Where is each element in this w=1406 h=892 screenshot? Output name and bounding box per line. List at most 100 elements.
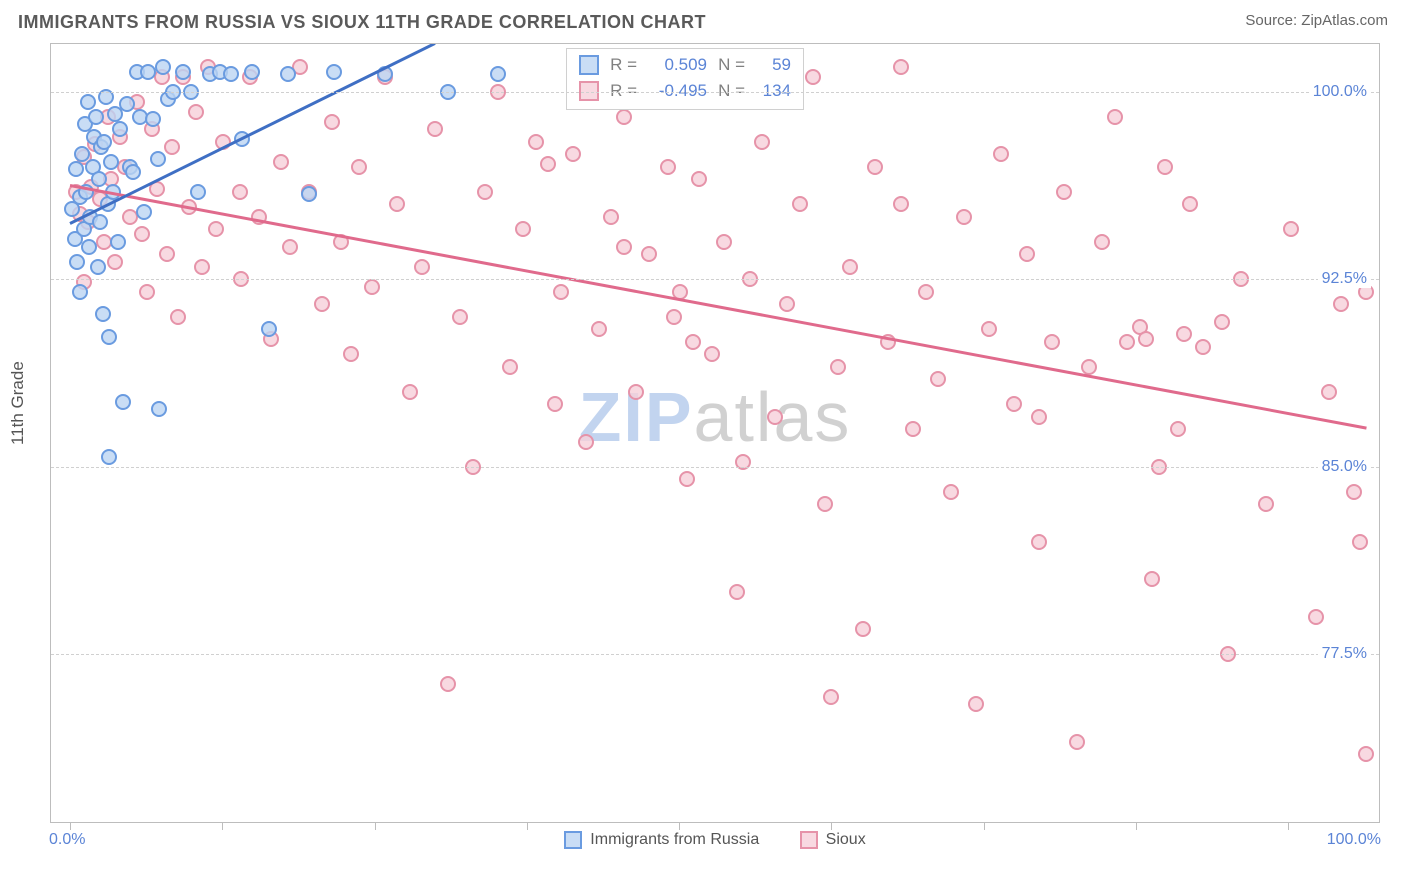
legend-r-label: R =: [609, 52, 637, 78]
scatter-point-b: [343, 346, 359, 362]
scatter-point-a: [145, 111, 161, 127]
legend-n-value-a: 59: [755, 52, 791, 78]
scatter-point-b: [1195, 339, 1211, 355]
scatter-point-b: [1081, 359, 1097, 375]
scatter-point-b: [314, 296, 330, 312]
scatter-point-b: [364, 279, 380, 295]
scatter-point-a: [91, 171, 107, 187]
scatter-point-b: [968, 696, 984, 712]
scatter-point-a: [103, 154, 119, 170]
scatter-point-a: [244, 64, 260, 80]
scatter-point-b: [1031, 534, 1047, 550]
scatter-point-b: [943, 484, 959, 500]
source-attribution: Source: ZipAtlas.com: [1245, 12, 1388, 29]
y-tick-label: 85.0%: [1318, 458, 1371, 476]
scatter-point-a: [88, 109, 104, 125]
scatter-point-b: [273, 154, 289, 170]
bottom-legend-b: Sioux: [800, 831, 866, 849]
scatter-point-b: [1214, 314, 1230, 330]
scatter-point-b: [1056, 184, 1072, 200]
scatter-point-b: [603, 209, 619, 225]
scatter-point-a: [92, 214, 108, 230]
scatter-point-a: [155, 59, 171, 75]
legend-r-value-a: 0.509: [647, 52, 707, 78]
scatter-point-b: [282, 239, 298, 255]
scatter-point-a: [150, 151, 166, 167]
scatter-point-b: [565, 146, 581, 162]
scatter-point-a: [101, 329, 117, 345]
scatter-point-b: [855, 621, 871, 637]
scatter-point-b: [1283, 221, 1299, 237]
scatter-point-b: [930, 371, 946, 387]
scatter-point-b: [893, 196, 909, 212]
scatter-point-a: [112, 121, 128, 137]
scatter-point-b: [1157, 159, 1173, 175]
scatter-point-b: [679, 471, 695, 487]
scatter-point-b: [1170, 421, 1186, 437]
scatter-point-b: [1019, 246, 1035, 262]
scatter-point-b: [547, 396, 563, 412]
scatter-point-b: [660, 159, 676, 175]
scatter-point-b: [107, 254, 123, 270]
scatter-point-a: [115, 394, 131, 410]
scatter-point-b: [1352, 534, 1368, 550]
scatter-point-b: [502, 359, 518, 375]
scatter-point-a: [190, 184, 206, 200]
legend-n-label: N =: [717, 52, 745, 78]
gridline-h: [51, 279, 1379, 280]
x-tick: [70, 822, 71, 830]
scatter-point-b: [792, 196, 808, 212]
scatter-point-b: [1006, 396, 1022, 412]
scatter-point-b: [1119, 334, 1135, 350]
gridline-h: [51, 467, 1379, 468]
scatter-point-b: [1333, 296, 1349, 312]
scatter-point-a: [72, 284, 88, 300]
scatter-point-a: [101, 449, 117, 465]
scatter-point-b: [616, 109, 632, 125]
scatter-point-a: [90, 259, 106, 275]
series-b-name: Sioux: [826, 831, 866, 849]
scatter-point-b: [1144, 571, 1160, 587]
x-tick: [984, 822, 985, 830]
x-tick: [679, 822, 680, 830]
scatter-point-a: [490, 66, 506, 82]
scatter-point-b: [805, 69, 821, 85]
scatter-point-b: [830, 359, 846, 375]
scatter-point-b: [628, 384, 644, 400]
scatter-point-b: [1107, 109, 1123, 125]
y-axis-label: 11th Grade: [8, 361, 28, 445]
legend-row-series-a: R = 0.509 N = 59: [579, 52, 791, 78]
scatter-point-b: [1358, 746, 1374, 762]
scatter-point-b: [993, 146, 1009, 162]
scatter-point-a: [151, 401, 167, 417]
plot-surface: ZIPatlas: [51, 44, 1379, 822]
scatter-point-b: [389, 196, 405, 212]
scatter-point-b: [188, 104, 204, 120]
x-tick: [375, 822, 376, 830]
scatter-point-b: [691, 171, 707, 187]
gridline-h: [51, 92, 1379, 93]
scatter-point-b: [1044, 334, 1060, 350]
scatter-point-b: [918, 284, 934, 300]
scatter-point-b: [1176, 326, 1192, 342]
scatter-point-a: [326, 64, 342, 80]
scatter-point-b: [1321, 384, 1337, 400]
scatter-point-a: [110, 234, 126, 250]
scatter-point-a: [95, 306, 111, 322]
scatter-point-b: [842, 259, 858, 275]
scatter-point-b: [440, 676, 456, 692]
scatter-point-a: [81, 239, 97, 255]
scatter-point-b: [779, 296, 795, 312]
scatter-point-b: [402, 384, 418, 400]
scatter-point-b: [351, 159, 367, 175]
scatter-point-b: [477, 184, 493, 200]
y-tick-label: 100.0%: [1309, 83, 1371, 101]
scatter-point-b: [553, 284, 569, 300]
scatter-point-b: [159, 246, 175, 262]
scatter-point-a: [140, 64, 156, 80]
trend-line-b: [70, 184, 1367, 430]
scatter-point-b: [1308, 609, 1324, 625]
scatter-point-b: [1031, 409, 1047, 425]
scatter-point-a: [223, 66, 239, 82]
scatter-point-a: [125, 164, 141, 180]
